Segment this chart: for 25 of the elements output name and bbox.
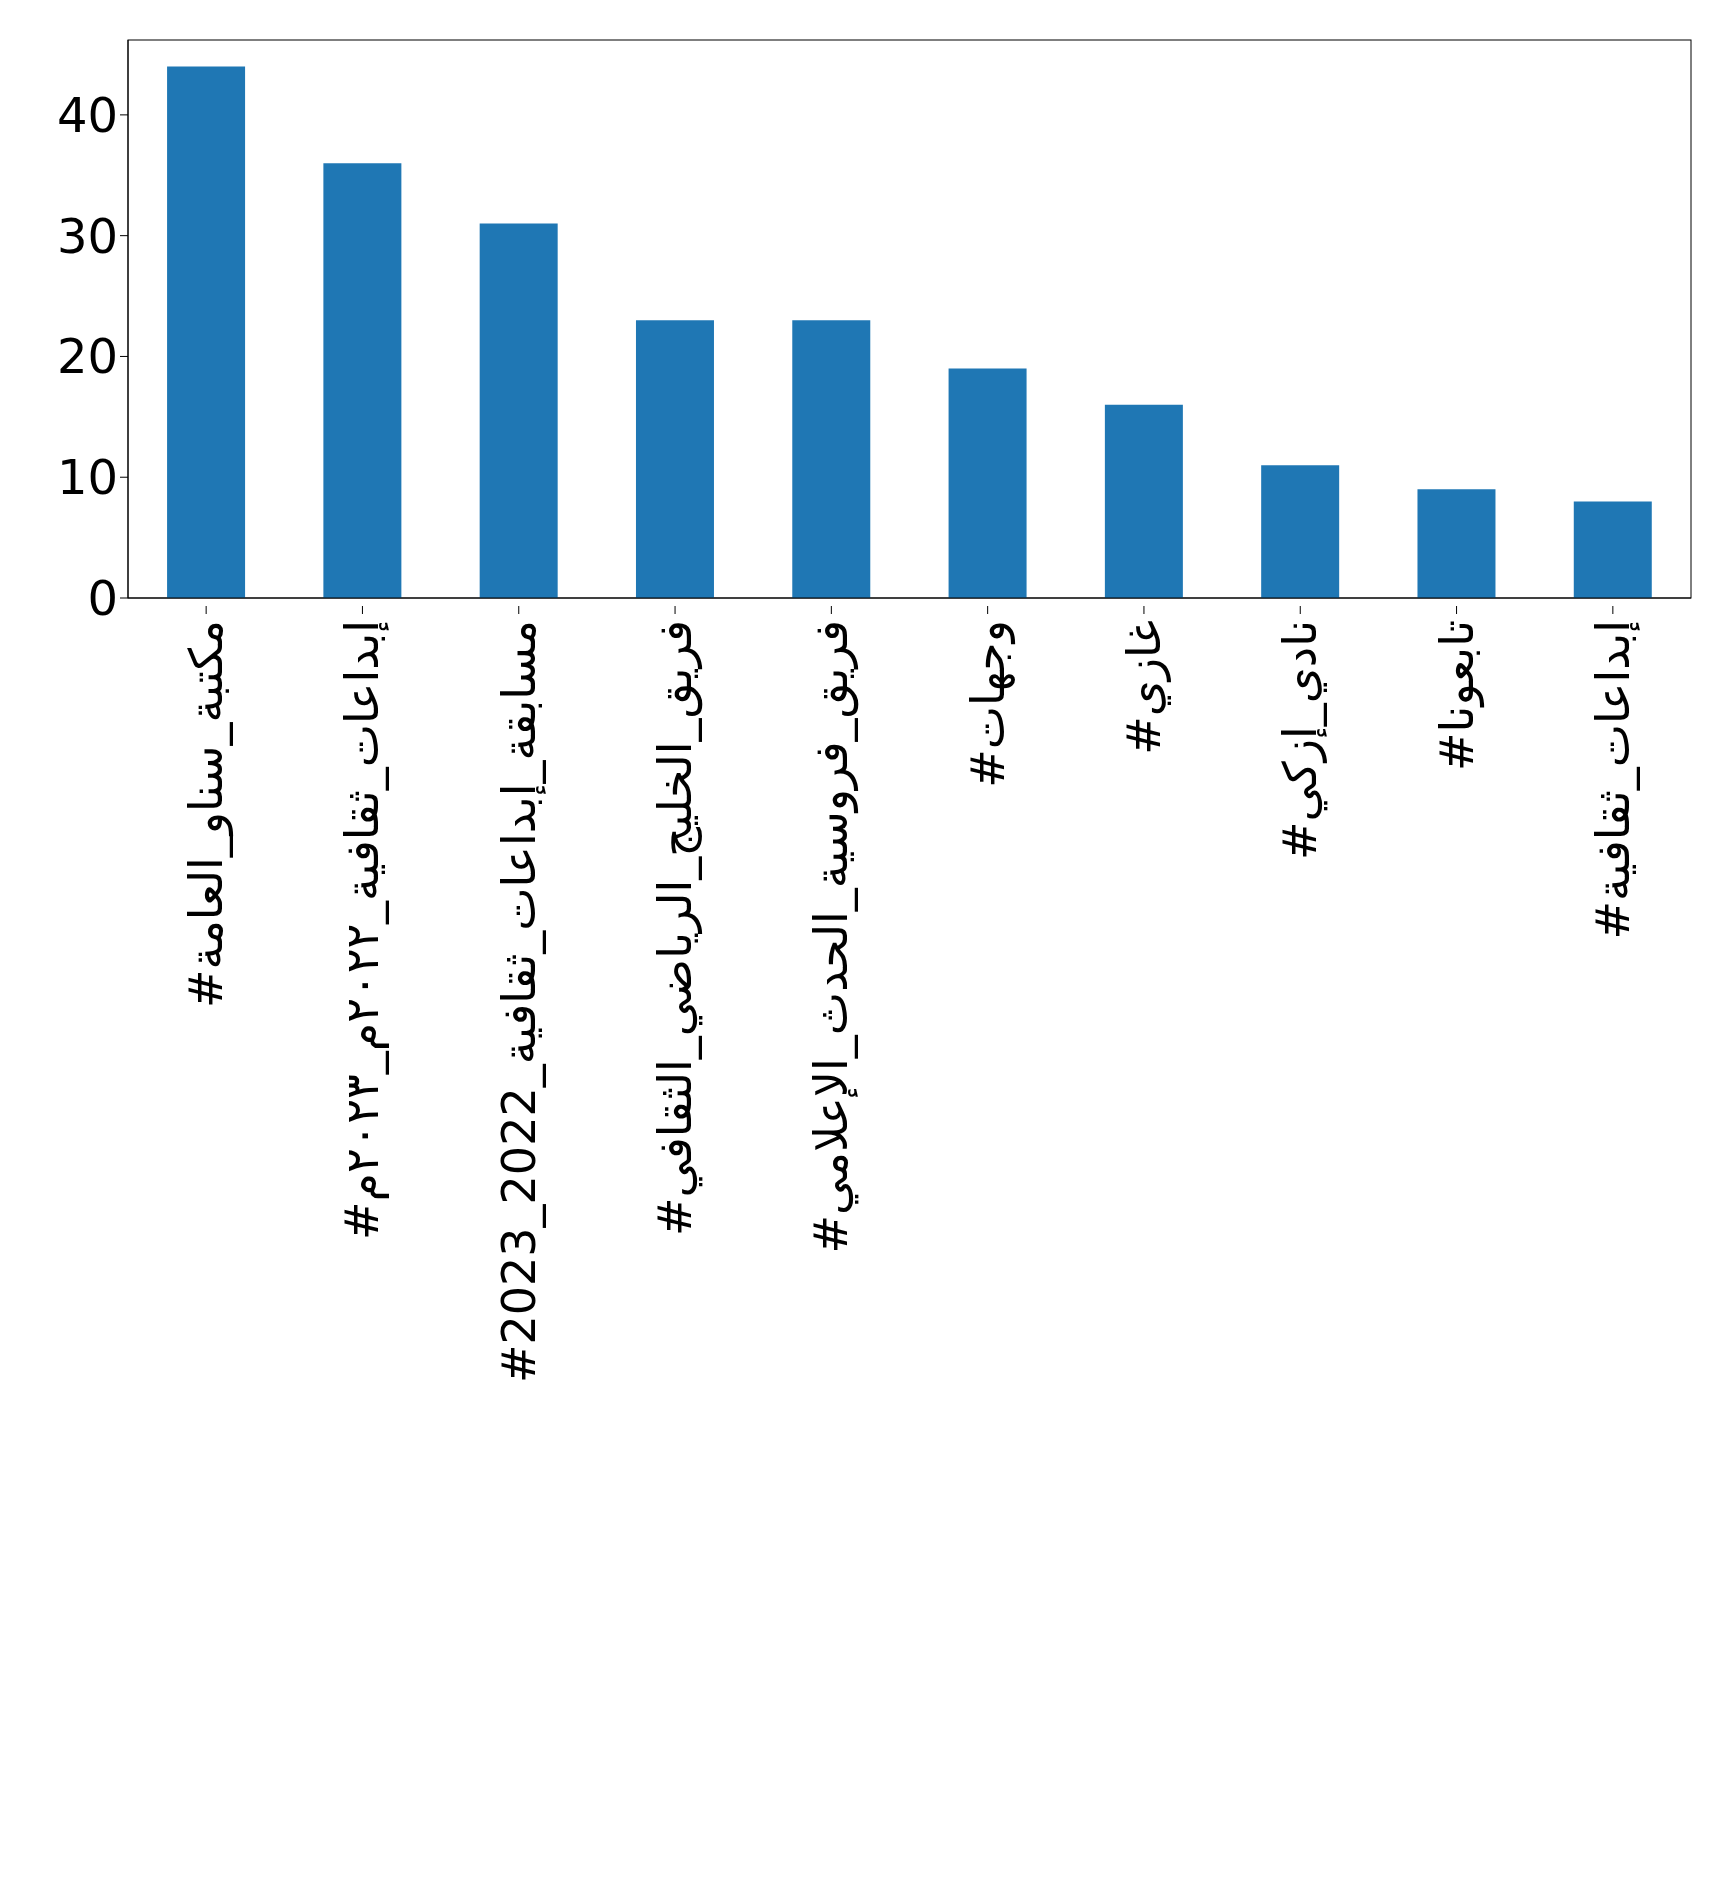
bar [323, 163, 402, 598]
bar [1417, 489, 1496, 598]
x-tick-label: #مكتبة_سناو_العامة [179, 620, 235, 1008]
bar [792, 320, 871, 598]
x-tick-label: #وجهات [960, 620, 1016, 788]
bar [1573, 501, 1652, 598]
y-tick-label: 40 [56, 86, 118, 143]
x-tick-label: #نادي_إزكي [1273, 620, 1329, 861]
bar [1104, 404, 1183, 598]
bar [948, 368, 1027, 598]
bar [635, 320, 714, 598]
x-tick-label: #فريق_الخليج_الرياضي_الثقافي [648, 620, 704, 1237]
x-tick-label: #مسابقة_إبداعات_ثقافية_2022_2023 [491, 620, 546, 1384]
x-tick-label: #غازي [1116, 620, 1171, 755]
x-tick-label: #فريق_فروسية_الحدث_الإعلامي [804, 620, 860, 1254]
bar [1261, 465, 1340, 598]
y-tick-label: 0 [87, 570, 118, 627]
y-tick-label: 30 [56, 207, 118, 264]
x-tick-label: #إبداعات_ثقافية [1585, 620, 1640, 940]
y-tick-label: 20 [56, 328, 118, 385]
x-tick-label: #إبداعات_ثقافية_٢٠٢٢م_٢٠٢٣م [335, 620, 390, 1241]
bar [479, 223, 558, 598]
y-tick-label: 10 [56, 449, 118, 506]
bar [167, 66, 246, 598]
x-tick-label: #تابعونا [1429, 620, 1485, 771]
